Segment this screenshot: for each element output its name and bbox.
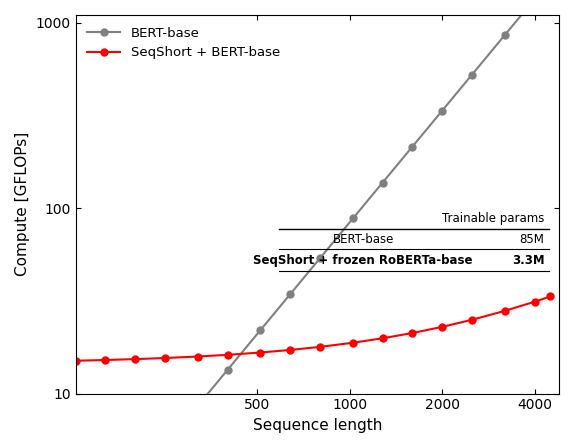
BERT-base [439,108,445,113]
BERT-base [379,180,386,185]
SeqShort + BERT-base [102,358,108,363]
SeqShort + BERT-base [409,330,416,336]
SeqShort + BERT-base [531,299,538,304]
Text: 3.3M: 3.3M [512,254,545,267]
BERT-base [409,144,416,149]
BERT-base [350,216,356,221]
SeqShort + BERT-base [131,357,138,362]
X-axis label: Sequence length: Sequence length [253,418,382,433]
SeqShort + BERT-base [547,294,554,299]
BERT-base [257,327,264,333]
BERT-base [287,292,294,297]
SeqShort + BERT-base [287,347,294,353]
Text: Trainable params: Trainable params [442,212,545,225]
SeqShort + BERT-base [439,324,445,330]
SeqShort + BERT-base [379,336,386,341]
Text: BERT-base: BERT-base [332,233,394,246]
SeqShort + BERT-base [316,344,323,349]
SeqShort + BERT-base [350,340,356,345]
Text: SeqShort + frozen RoBERTa-base: SeqShort + frozen RoBERTa-base [254,254,473,267]
Legend: BERT-base, SeqShort + BERT-base: BERT-base, SeqShort + BERT-base [82,22,285,65]
SeqShort + BERT-base [224,352,231,358]
BERT-base [531,0,538,2]
SeqShort + BERT-base [195,354,201,359]
Text: 85M: 85M [519,233,545,246]
SeqShort + BERT-base [72,358,79,363]
BERT-base [224,367,231,373]
BERT-base [316,255,323,261]
SeqShort + BERT-base [468,317,475,323]
Y-axis label: Compute [GFLOPs]: Compute [GFLOPs] [15,132,30,276]
SeqShort + BERT-base [502,308,509,314]
BERT-base [502,32,509,38]
Line: BERT-base: BERT-base [72,0,554,448]
SeqShort + BERT-base [161,355,168,361]
BERT-base [161,443,168,448]
BERT-base [468,72,475,78]
BERT-base [195,403,201,409]
Line: SeqShort + BERT-base: SeqShort + BERT-base [72,293,554,364]
SeqShort + BERT-base [257,350,264,355]
